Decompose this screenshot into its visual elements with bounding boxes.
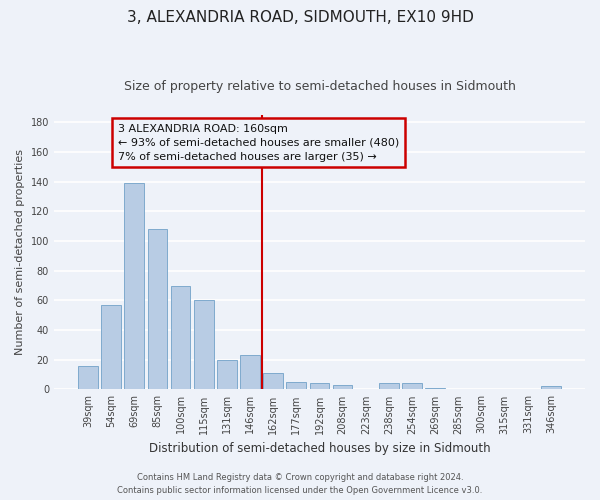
Bar <box>124 183 144 390</box>
Bar <box>78 366 98 390</box>
Title: Size of property relative to semi-detached houses in Sidmouth: Size of property relative to semi-detach… <box>124 80 515 93</box>
Bar <box>263 373 283 390</box>
Y-axis label: Number of semi-detached properties: Number of semi-detached properties <box>15 149 25 355</box>
Bar <box>286 382 306 390</box>
Bar <box>425 388 445 390</box>
Text: Contains HM Land Registry data © Crown copyright and database right 2024.
Contai: Contains HM Land Registry data © Crown c… <box>118 474 482 495</box>
Bar <box>148 229 167 390</box>
Text: 3, ALEXANDRIA ROAD, SIDMOUTH, EX10 9HD: 3, ALEXANDRIA ROAD, SIDMOUTH, EX10 9HD <box>127 10 473 25</box>
Bar <box>333 385 352 390</box>
Text: 3 ALEXANDRIA ROAD: 160sqm
← 93% of semi-detached houses are smaller (480)
7% of : 3 ALEXANDRIA ROAD: 160sqm ← 93% of semi-… <box>118 124 399 162</box>
X-axis label: Distribution of semi-detached houses by size in Sidmouth: Distribution of semi-detached houses by … <box>149 442 490 455</box>
Bar <box>402 384 422 390</box>
Bar <box>240 356 260 390</box>
Bar <box>101 305 121 390</box>
Bar <box>379 384 399 390</box>
Bar <box>217 360 236 390</box>
Bar <box>170 286 190 390</box>
Bar <box>194 300 214 390</box>
Bar <box>541 386 561 390</box>
Bar <box>310 384 329 390</box>
